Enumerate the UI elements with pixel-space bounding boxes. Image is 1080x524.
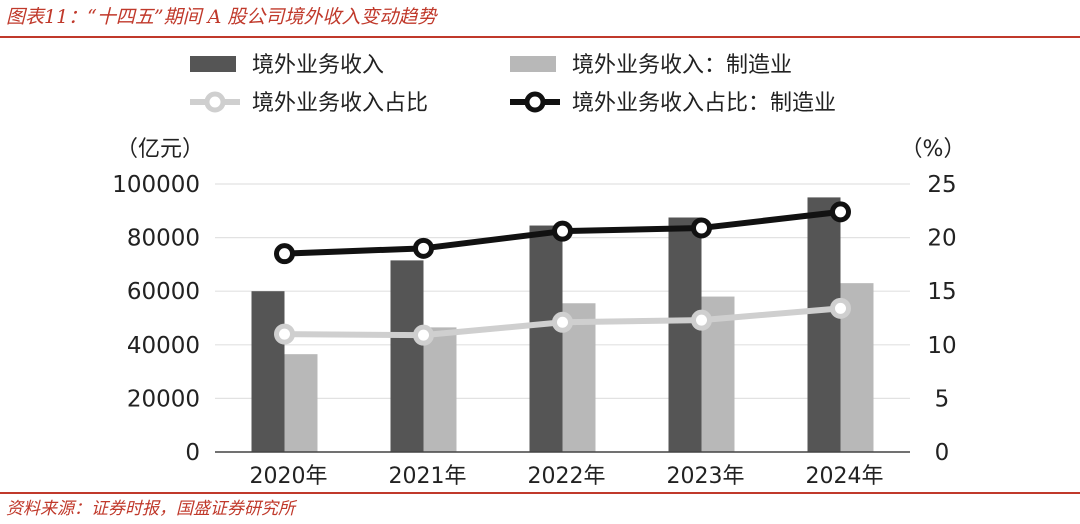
line-point: [830, 201, 851, 223]
line-point: [691, 309, 712, 331]
line-point: [274, 243, 295, 265]
bar: [251, 291, 285, 452]
legend-label: 境外业务收入占比: [252, 91, 428, 116]
x-tick-label: 2022年: [528, 464, 606, 489]
right-tick-label: 5: [935, 386, 950, 412]
line-point: [552, 311, 573, 333]
axes: 100000 80000 60000 40000 20000 0 25 20 15 10 5 0 （亿元…: [112, 137, 965, 489]
figure-title: 图表11：“十四五”期间 A 股公司境外收入变动趋势: [6, 6, 437, 28]
line-point: [830, 297, 851, 319]
legend-swatch: [190, 56, 236, 72]
right-tick-label: 10: [927, 333, 956, 359]
legend-marker: [524, 91, 546, 113]
bar: [284, 354, 318, 452]
line-point: [691, 217, 712, 239]
bar: [807, 197, 841, 452]
legend-label: 境外业务收入：制造业: [572, 53, 792, 78]
legend-label: 境外业务收入: [252, 53, 384, 78]
left-tick-label: 0: [185, 440, 200, 466]
x-tick-label: 2023年: [667, 464, 745, 489]
bar: [529, 225, 563, 452]
right-axis-unit: （%）: [901, 137, 966, 162]
line-point: [552, 220, 573, 242]
left-tick-label: 40000: [127, 333, 200, 359]
x-tick-label: 2021年: [389, 464, 467, 489]
legend-marker: [204, 91, 226, 113]
right-tick-label: 20: [927, 226, 956, 252]
line-point: [413, 324, 434, 346]
right-tick-label: 0: [935, 440, 950, 466]
right-tick-label: 25: [927, 172, 956, 198]
lines: [274, 201, 851, 346]
left-tick-label: 100000: [112, 172, 200, 198]
left-tick-label: 60000: [127, 279, 200, 305]
title-divider: [0, 36, 1080, 38]
figure-source: 资料来源：证券时报，国盛证券研究所: [6, 499, 295, 519]
line-point: [274, 323, 295, 345]
left-tick-label: 80000: [127, 226, 200, 252]
left-axis-unit: （亿元）: [116, 137, 204, 162]
chart: 100000 80000 60000 40000 20000 0 25 20 15 10 5 0 （亿元…: [112, 53, 965, 489]
right-tick-label: 15: [927, 279, 956, 305]
bar: [390, 260, 424, 452]
x-tick-label: 2024年: [806, 464, 884, 489]
legend-label: 境外业务收入占比：制造业: [572, 91, 836, 116]
legend-swatch: [510, 56, 556, 72]
source-divider: [0, 492, 1080, 494]
bars: [251, 197, 874, 452]
line-point: [413, 237, 434, 259]
bar: [423, 327, 457, 452]
x-tick-label: 2020年: [250, 464, 328, 489]
left-tick-label: 20000: [127, 386, 200, 412]
bar: [668, 217, 702, 452]
